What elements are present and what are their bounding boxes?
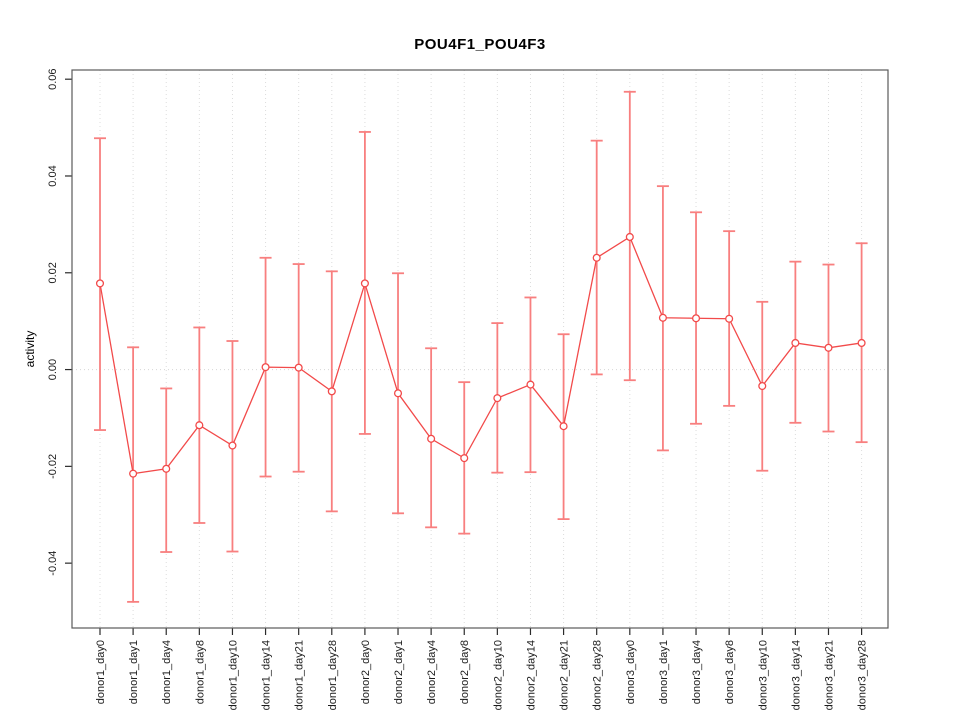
x-tick-label: donor1_day21 <box>294 640 306 710</box>
data-point <box>360 279 369 288</box>
x-tick-label: donor3_day8 <box>724 640 736 704</box>
x-tick-label: donor2_day8 <box>459 640 471 704</box>
y-tick-label: 0.04 <box>47 165 59 186</box>
x-tick-label: donor3_day21 <box>823 640 835 710</box>
x-tick-label: donor3_day14 <box>790 640 802 710</box>
data-point <box>129 469 138 478</box>
x-tick-label: donor3_day10 <box>757 640 769 710</box>
data-point <box>95 279 105 288</box>
data-point <box>725 314 734 323</box>
data-point <box>791 338 800 348</box>
data-point <box>195 421 204 430</box>
data-point <box>559 422 568 431</box>
x-tick-label: donor3_day1 <box>658 640 670 704</box>
data-point <box>460 454 469 463</box>
y-tick-label: -0.02 <box>47 454 59 479</box>
data-point <box>625 232 634 242</box>
y-tick-label: 0.00 <box>47 359 59 380</box>
x-tick-label: donor2_day28 <box>592 640 604 710</box>
data-point <box>493 394 502 403</box>
data-point <box>592 253 601 262</box>
plot-border <box>71 69 889 629</box>
series-line <box>99 236 862 475</box>
data-point <box>526 380 535 389</box>
x-tick-label: donor1_day14 <box>261 640 273 710</box>
chart-title: POU4F1_POU4F3 <box>414 36 546 53</box>
y-axis-label: activity <box>23 330 37 368</box>
x-tick-label: donor1_day10 <box>227 640 239 710</box>
data-point <box>162 464 171 473</box>
y-tick-label: 0.06 <box>47 68 59 89</box>
x-tick-label: donor2_day21 <box>559 640 571 710</box>
x-tick-label: donor1_day28 <box>327 640 339 710</box>
data-point <box>261 363 270 372</box>
x-tick-label: donor1_day0 <box>95 640 107 704</box>
x-tick-label: donor1_day1 <box>128 640 140 704</box>
x-tick-label: donor3_day28 <box>857 640 869 710</box>
x-tick-label: donor1_day4 <box>161 640 173 704</box>
data-point <box>691 314 701 323</box>
data-point <box>327 387 336 396</box>
data-point <box>824 343 833 352</box>
x-tick-label: donor3_day4 <box>691 640 703 704</box>
x-tick-label: donor3_day0 <box>625 640 637 704</box>
x-tick-label: donor2_day14 <box>525 640 537 710</box>
x-tick-label: donor1_day8 <box>194 640 206 704</box>
x-tick-label: donor2_day10 <box>492 640 504 710</box>
data-point <box>294 363 303 372</box>
data-point <box>393 389 403 398</box>
y-tick-label: 0.02 <box>47 262 59 283</box>
data-point <box>427 434 436 443</box>
x-tick-label: donor2_day0 <box>360 640 372 704</box>
y-tick-label: -0.04 <box>47 551 59 576</box>
data-point <box>758 381 767 391</box>
x-tick-label: donor2_day1 <box>393 640 405 704</box>
data-point <box>658 313 667 322</box>
x-tick-label: donor2_day4 <box>426 640 438 704</box>
data-point <box>228 441 237 450</box>
data-point <box>857 338 866 348</box>
